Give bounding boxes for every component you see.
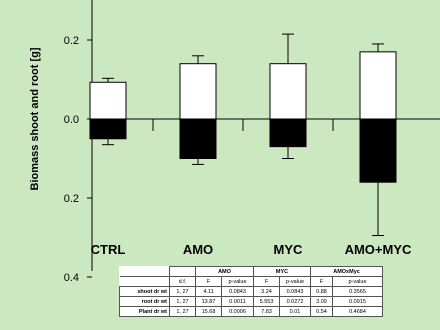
category-label: AMO+MYC [345, 242, 412, 257]
column-header: F [253, 276, 280, 287]
table-cell: 0.0843 [221, 286, 254, 297]
root-bar [89, 118, 127, 140]
column-header: p-value [278, 276, 312, 287]
category-label: CTRL [91, 242, 126, 257]
table-cell: 0.01 [278, 306, 312, 317]
row-label: root dr wt [119, 296, 170, 307]
table-row: shoot dr wt 1, 27 4.11 0.0843 3.24 0.084… [119, 286, 384, 297]
table-cell: 0.0006 [221, 306, 254, 317]
table-cell: 0.3565 [332, 286, 384, 297]
root-bar [359, 118, 397, 183]
table-cell: 1, 27 [169, 286, 196, 297]
table-cell: 1, 27 [169, 306, 196, 317]
table-header-blank [119, 276, 170, 287]
y-tick-label: 0.0 [64, 114, 79, 126]
table-cell: 0.0915 [332, 296, 384, 307]
anova-table: AMO MYC AMOxMyc d.f. F p-value F p-value… [119, 266, 384, 317]
y-tick-label: 0.2 [64, 193, 79, 205]
row-label: shoot dr wt [119, 286, 170, 297]
shoot-bar [269, 63, 307, 120]
table-cell: 5.553 [253, 296, 280, 307]
table-cell: 0.54 [310, 306, 334, 317]
shoot-bar [89, 81, 127, 120]
column-header: F [195, 276, 222, 287]
table-cell: 13.87 [195, 296, 222, 307]
table-cell: 3.24 [253, 286, 280, 297]
category-label: MYC [274, 242, 304, 257]
table-cell: 0.88 [310, 286, 334, 297]
column-header: F [310, 276, 334, 287]
table-row: root dr wt 1, 27 13.87 0.0011 5.553 0.02… [119, 296, 384, 307]
table-corner [119, 266, 170, 277]
labels: Biomass shoot and root [g] CTRL AMO MYC AMO+… [29, 47, 412, 257]
table-cell: 0.0843 [278, 286, 312, 297]
group-header-myc: MYC [252, 266, 312, 277]
row-label: Plant dr wt [119, 306, 170, 317]
column-header: p-value [221, 276, 254, 287]
group-header-amo: AMO [195, 266, 254, 277]
y-tick-label: 0.2 [64, 35, 79, 47]
table-cell: 3.09 [310, 296, 334, 307]
shoot-bar [359, 51, 397, 120]
bars [89, 33, 397, 237]
table-header-blank [169, 266, 196, 277]
table-cell: 0.0272 [278, 296, 312, 307]
table-cell: 7.83 [253, 306, 280, 317]
root-bar [179, 118, 217, 159]
table-cell: 1, 27 [169, 296, 196, 307]
table-row: Plant dr wt 1, 27 15.68 0.0006 7.83 0.01… [119, 306, 384, 317]
table-cell: 15.68 [195, 306, 222, 317]
table-cell: 4.11 [195, 286, 222, 297]
column-header: p-value [332, 276, 384, 287]
y-axis-label: Biomass shoot and root [g] [29, 47, 41, 190]
root-bar [269, 118, 307, 148]
group-header-amoxmyc: AMOxMyc [310, 266, 384, 277]
category-label: AMO [183, 242, 213, 257]
column-header: d.f. [169, 276, 196, 287]
y-tick-label: 0.4 [64, 272, 79, 284]
shoot-bar [179, 63, 217, 120]
table-cell: 0.0011 [221, 296, 254, 307]
table-column-header-row: d.f. F p-value F p-value F p-value [119, 276, 384, 287]
table-cell: 0.4684 [332, 306, 384, 317]
table-group-header-row: AMO MYC AMOxMyc [119, 266, 384, 277]
